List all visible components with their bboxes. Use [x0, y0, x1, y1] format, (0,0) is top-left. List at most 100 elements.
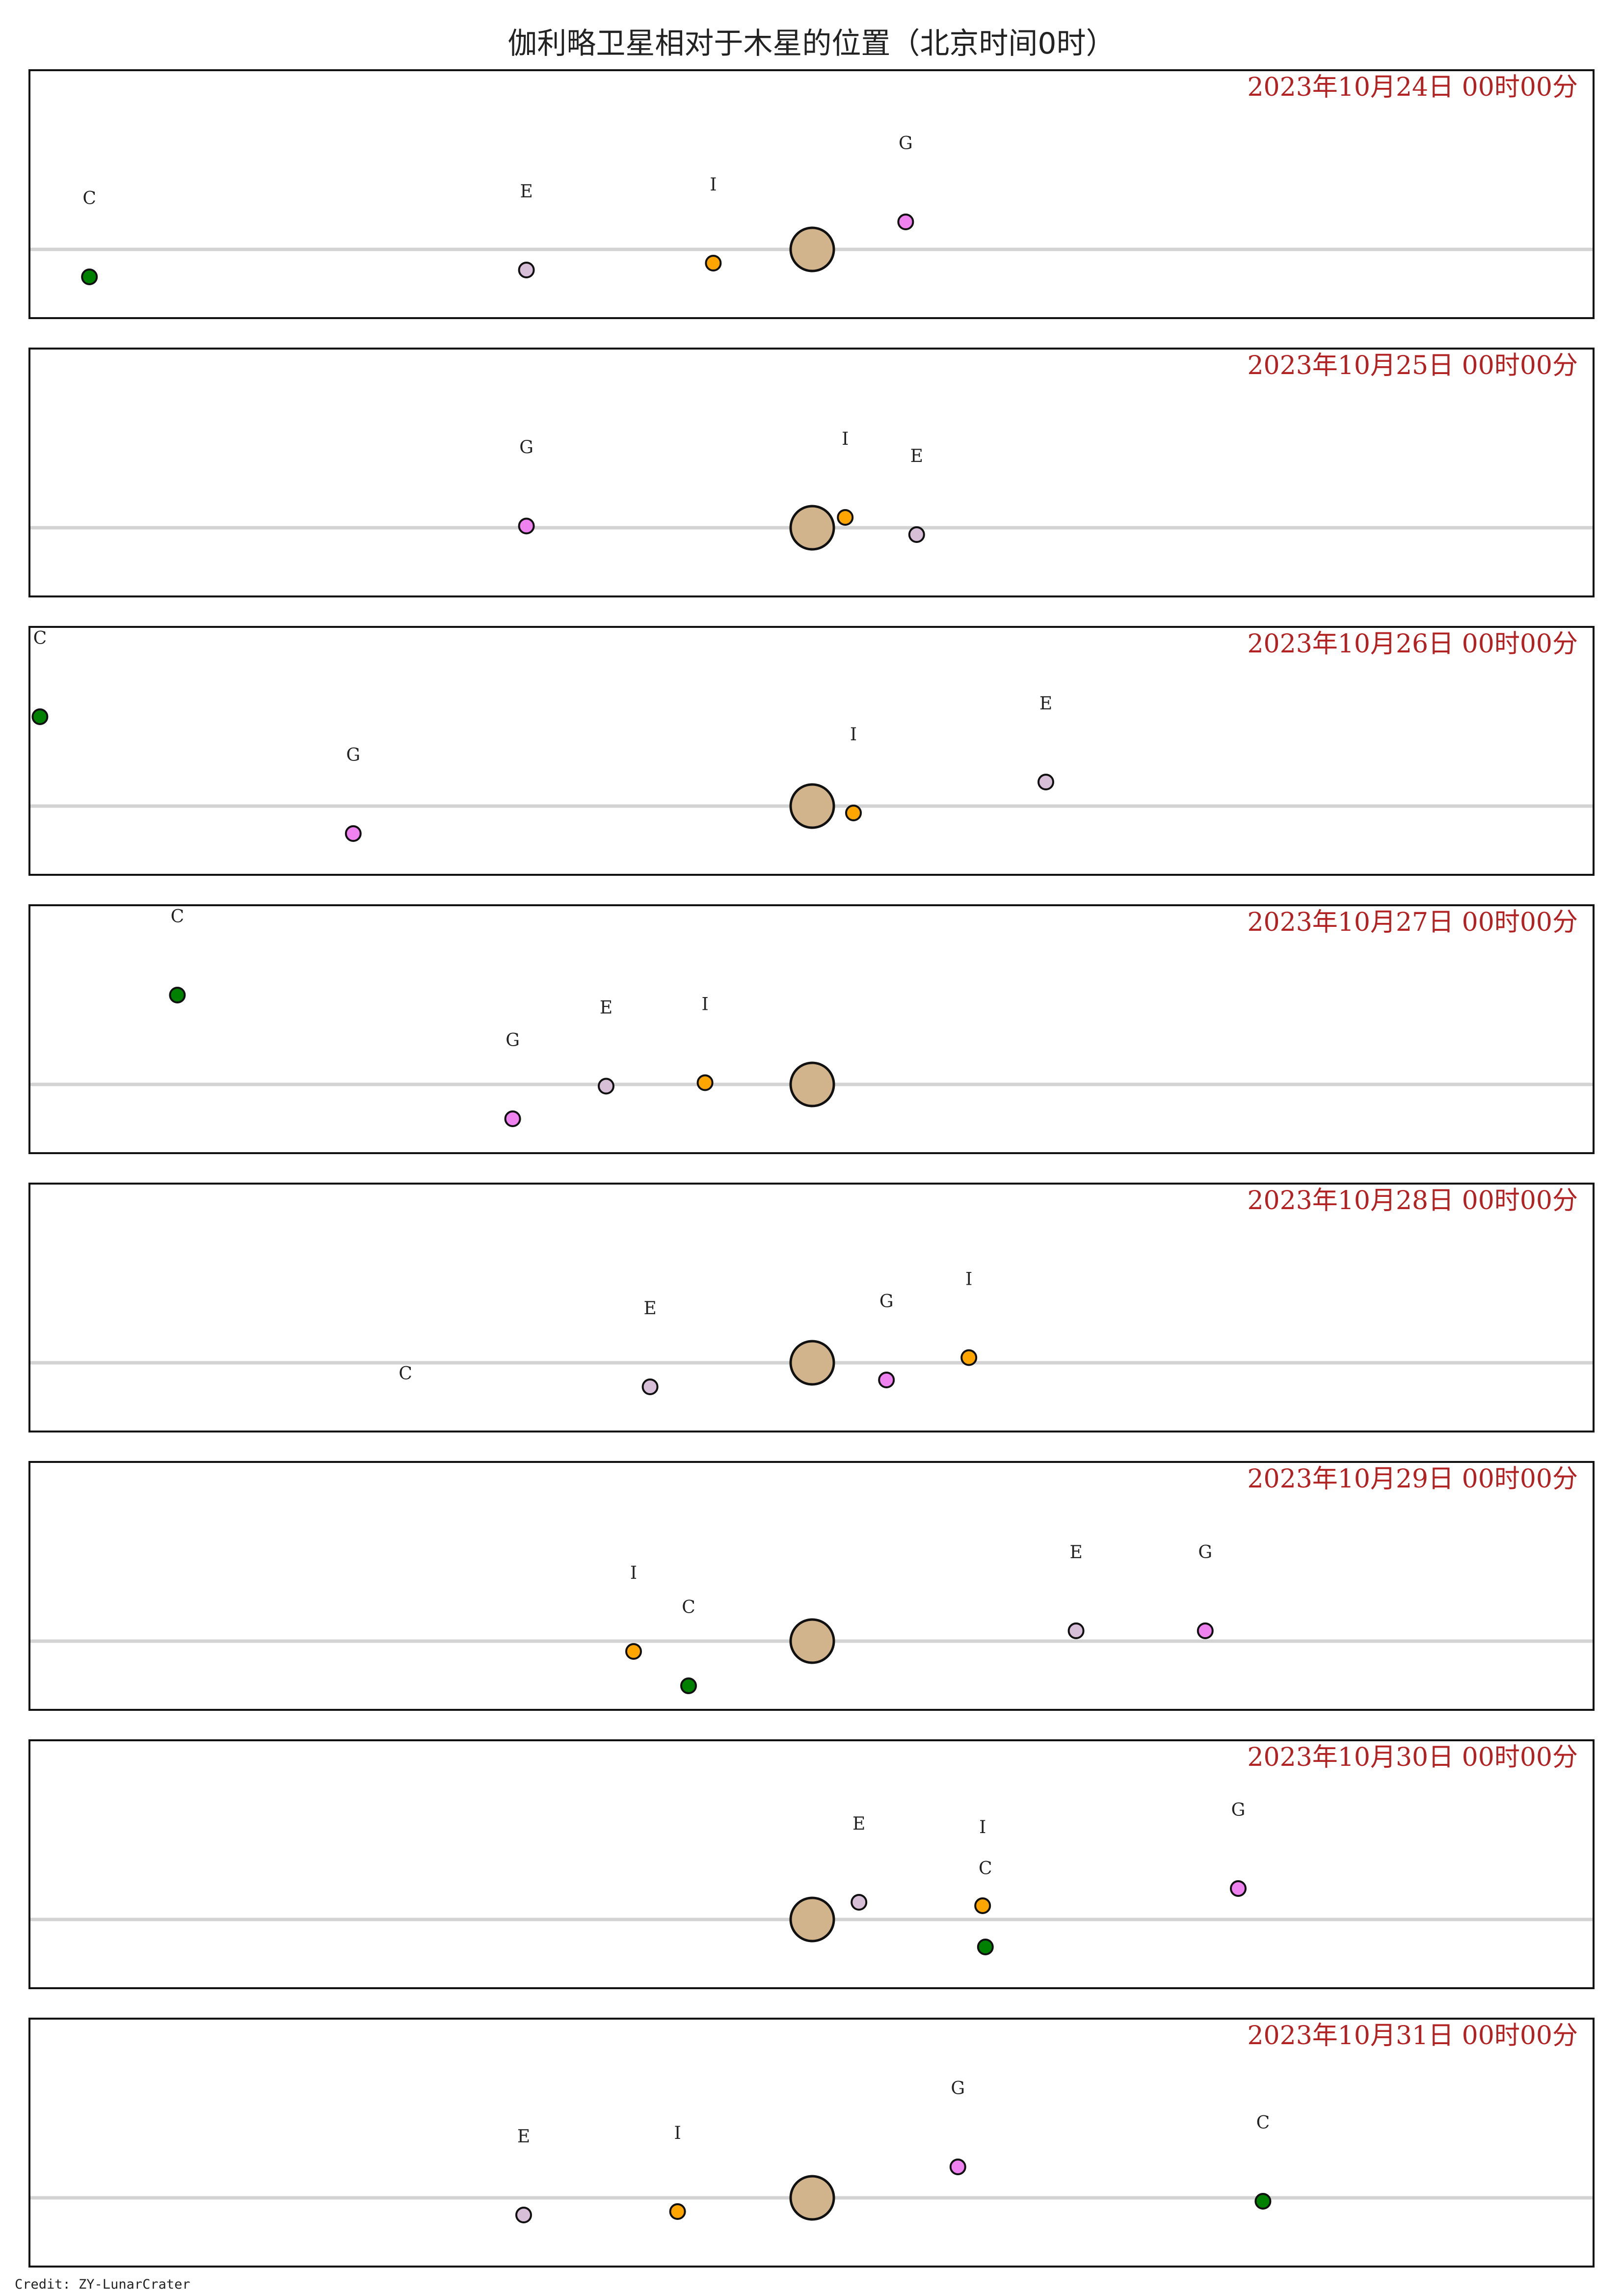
moon-label-I: I	[979, 1817, 986, 1837]
panel-frame	[28, 1739, 1595, 1989]
panel-background	[29, 1184, 1594, 1432]
moon-marker-E	[515, 2207, 532, 2223]
moon-marker-C	[977, 1939, 994, 1955]
moon-label-C: C	[682, 1597, 695, 1618]
credit-text: Credit: ZY-LunarCrater	[15, 2277, 190, 2292]
moon-label-C: C	[399, 1364, 412, 1384]
moon-label-G: G	[951, 2079, 965, 2099]
jupiter-disc	[789, 226, 835, 272]
panel-background	[29, 905, 1594, 1153]
jupiter-disc	[789, 1896, 835, 1943]
moon-label-E: E	[517, 2127, 530, 2147]
panel-date: 2023年10月28日 00时00分	[1247, 1186, 1578, 1216]
moon-label-I: I	[842, 429, 849, 449]
moon-label-G: G	[1231, 1800, 1246, 1820]
panel-background	[29, 1740, 1594, 1988]
panel-plot-area: I C E G	[29, 1542, 1594, 1694]
moon-marker-I	[960, 1349, 978, 1366]
panel-background	[29, 627, 1594, 875]
moon-marker-I	[625, 1643, 642, 1660]
panel-background	[29, 2019, 1594, 2267]
moon-label-E: E	[520, 182, 532, 202]
panel-2: C G I E 2023年10月25日 00时00分	[2, 348, 1595, 597]
panel-frame	[28, 904, 1595, 1154]
moon-marker-E	[1038, 774, 1054, 790]
moon-marker-G	[518, 517, 535, 535]
moon-marker-C	[398, 1445, 413, 1459]
panel-plot-area: C G I E	[2, 429, 1594, 583]
moon-marker-G	[949, 2159, 966, 2175]
moon-label-E: E	[1069, 1542, 1082, 1563]
panel-5: C E G I 2023年10月28日 00时00分	[28, 1183, 1595, 1459]
moon-label-C: C	[979, 1859, 992, 1879]
moon-marker-G	[1230, 1880, 1247, 1897]
moon-label-C: C	[82, 189, 96, 209]
moon-label-I: I	[701, 995, 708, 1015]
moon-label-I: I	[850, 725, 857, 745]
moon-marker-I	[837, 509, 854, 526]
moon-label-E: E	[910, 446, 923, 466]
panel-frame	[28, 1183, 1595, 1432]
moon-label-I: I	[674, 2123, 681, 2143]
panel-plot-area: C E I G	[29, 134, 1594, 285]
panel-8: E I G C 2023年10月31日 00时00分	[28, 2018, 1595, 2268]
panel-frame	[28, 348, 1595, 597]
panel-plot-area: C E G I	[29, 1270, 1594, 1459]
moon-marker-G	[897, 214, 914, 230]
panel-frame	[28, 2018, 1595, 2268]
moon-marker-C	[31, 708, 49, 725]
panel-frame	[28, 626, 1595, 876]
panel-date: 2023年10月30日 00时00分	[1247, 1743, 1578, 1772]
panel-date: 2023年10月25日 00时00分	[1247, 351, 1578, 380]
moon-marker-G	[504, 1110, 521, 1127]
moon-label-C: C	[33, 628, 47, 648]
panel-date: 2023年10月31日 00时00分	[1247, 2021, 1578, 2051]
panel-date: 2023年10月29日 00时00分	[1247, 1464, 1578, 1494]
moon-label-G: G	[899, 134, 913, 154]
panel-plot-area: C G I E	[29, 628, 1594, 842]
panel-background	[29, 1462, 1594, 1710]
jupiter-disc	[789, 2175, 835, 2221]
moon-marker-I	[845, 805, 862, 821]
moon-marker-C	[680, 1677, 697, 1694]
panel-frame	[28, 69, 1595, 319]
panel-1: C E I G 2023年10月24日 00时00分	[28, 69, 1595, 319]
jupiter-disc	[789, 1340, 835, 1386]
panel-7: E I C G 2023年10月30日 00时00分	[28, 1739, 1595, 1989]
moon-label-G: G	[879, 1292, 894, 1312]
moon-label-E: E	[643, 1298, 656, 1319]
moon-marker-C	[81, 269, 98, 285]
moon-marker-G	[878, 1372, 895, 1388]
moon-marker-E	[598, 1078, 614, 1095]
moon-label-E: E	[1039, 694, 1052, 714]
jupiter-disc	[789, 783, 835, 829]
moon-marker-I	[974, 1897, 991, 1914]
moon-label-E: E	[600, 998, 612, 1018]
moon-label-I: I	[965, 1270, 972, 1290]
moon-marker-I	[696, 1074, 714, 1091]
moon-label-C: C	[3, 487, 17, 508]
panel-date: 2023年10月27日 00时00分	[1247, 908, 1578, 937]
panel-6: I C E G 2023年10月29日 00时00分	[28, 1461, 1595, 1711]
moon-marker-E	[851, 1894, 868, 1911]
panel-3: C G I E 2023年10月26日 00时00分	[28, 626, 1595, 876]
moon-marker-E	[518, 262, 535, 278]
moon-label-I: I	[630, 1563, 637, 1583]
moon-label-G: G	[346, 745, 360, 765]
panel-plot-area: E I G C	[29, 2079, 1594, 2223]
moon-label-G: G	[1198, 1542, 1212, 1563]
chart-title: 伽利略卫星相对于木星的位置（北京时间0时）	[507, 27, 1116, 61]
moon-label-I: I	[710, 175, 717, 195]
panel-background	[29, 70, 1594, 318]
moon-marker-C	[2, 568, 17, 583]
moon-marker-C	[1254, 2193, 1272, 2210]
panel-4: C G E I 2023年10月27日 00时00分	[28, 904, 1595, 1154]
moon-marker-I	[705, 255, 722, 271]
moon-label-C: C	[1256, 2113, 1270, 2133]
jupiter-disc	[789, 505, 835, 551]
moon-marker-E	[1067, 1622, 1085, 1639]
moon-label-G: G	[519, 438, 533, 458]
panel-background	[29, 349, 1594, 596]
panel-frame	[28, 1461, 1595, 1711]
moon-label-G: G	[506, 1030, 520, 1051]
